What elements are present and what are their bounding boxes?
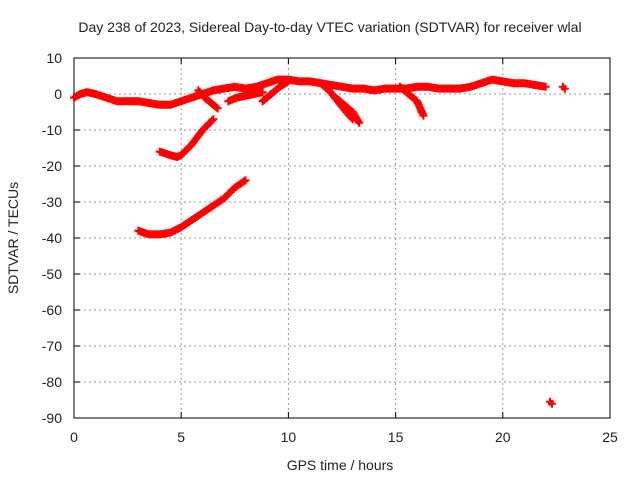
series-arc-near-6-5 bbox=[194, 86, 222, 113]
y-tick-label: -20 bbox=[42, 158, 62, 174]
y-tick-labels: 10 0 -10 -20 -30 -40 -50 -60 -70 -80 -90 bbox=[42, 50, 62, 426]
x-tick-label: 25 bbox=[602, 429, 618, 445]
series-arc-near-7-5 bbox=[224, 88, 267, 106]
y-tick-label: 0 bbox=[54, 86, 62, 102]
data-point bbox=[547, 399, 556, 408]
data-point bbox=[209, 115, 218, 124]
data-point bbox=[560, 84, 569, 93]
x-tick-labels: 0 5 10 15 20 25 bbox=[70, 429, 618, 445]
data-points bbox=[70, 75, 569, 408]
y-tick-label: -10 bbox=[42, 122, 62, 138]
data-point bbox=[419, 111, 428, 120]
y-tick-label: -90 bbox=[42, 410, 62, 426]
y-tick-label: -40 bbox=[42, 230, 62, 246]
x-tick-label: 15 bbox=[388, 429, 404, 445]
grid bbox=[74, 58, 610, 418]
series-arc-near-13 bbox=[331, 93, 364, 127]
series-point-near-22-8 bbox=[558, 82, 569, 93]
x-tick-label: 5 bbox=[177, 429, 185, 445]
y-tick-label: -60 bbox=[42, 302, 62, 318]
series-arc-near-4-5 bbox=[155, 115, 218, 161]
x-tick-label: 0 bbox=[70, 429, 78, 445]
y-axis-title: SDTVAR / TECUs bbox=[5, 182, 21, 294]
data-point bbox=[213, 104, 222, 113]
data-point bbox=[239, 177, 248, 186]
chart-title: Day 238 of 2023, Sidereal Day-to-day VTE… bbox=[78, 19, 581, 35]
data-point bbox=[284, 77, 293, 86]
x-tick-label: 20 bbox=[495, 429, 511, 445]
data-point bbox=[258, 88, 267, 97]
data-point bbox=[241, 176, 250, 185]
y-tick-label: -50 bbox=[42, 266, 62, 282]
series-arc-near-minus-40 bbox=[134, 176, 250, 239]
x-axis-title: GPS time / hours bbox=[287, 457, 394, 473]
x-tick-label: 10 bbox=[281, 429, 297, 445]
data-point bbox=[541, 82, 550, 91]
series-point-near-22 bbox=[545, 397, 556, 408]
series-arc-near-15-5 bbox=[395, 82, 428, 120]
data-point bbox=[212, 103, 221, 112]
y-tick-label: 10 bbox=[46, 50, 62, 66]
data-point bbox=[208, 116, 217, 125]
data-point bbox=[355, 118, 364, 127]
series-track-main-near-zero bbox=[70, 75, 550, 109]
y-tick-label: -70 bbox=[42, 338, 62, 354]
y-tick-label: -30 bbox=[42, 194, 62, 210]
y-tick-label: -80 bbox=[42, 374, 62, 390]
series-arc-near-9 bbox=[258, 77, 293, 106]
